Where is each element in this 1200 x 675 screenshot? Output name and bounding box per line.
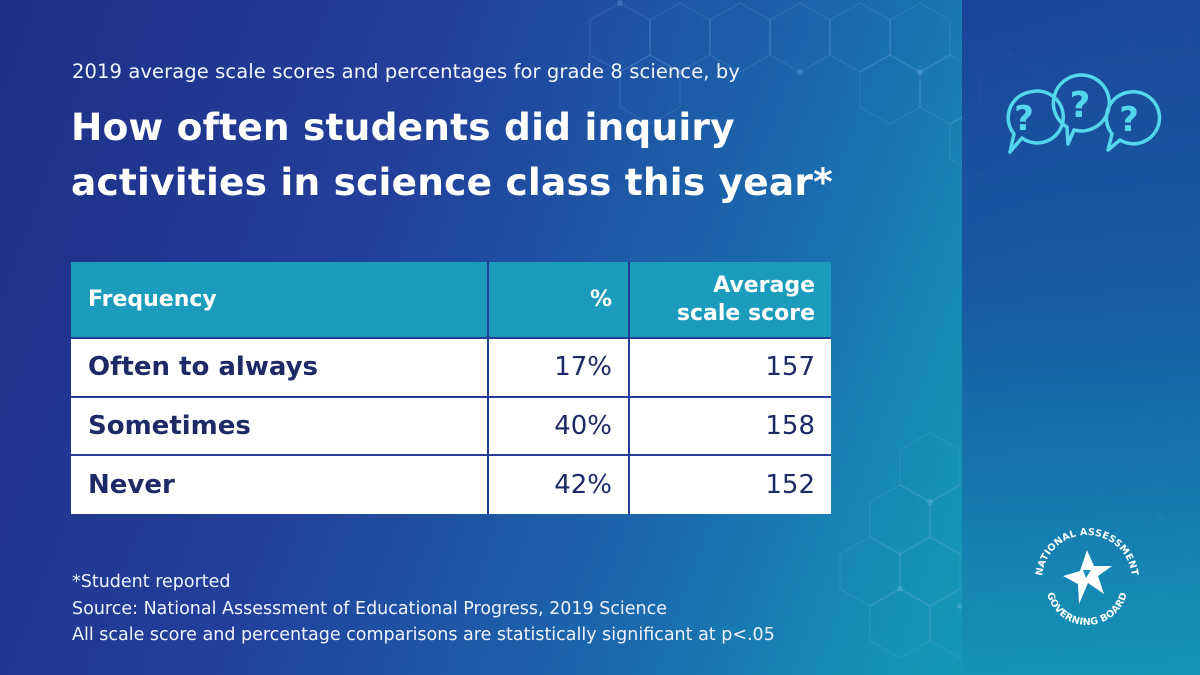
cell-percent: 40% — [488, 396, 630, 457]
cell-percent: 17% — [488, 338, 630, 398]
chart-subtitle: 2019 average scale scores and percentage… — [72, 60, 741, 83]
svg-text:?: ? — [1014, 99, 1034, 139]
column-header-percent: % — [488, 262, 630, 339]
cell-percent: 42% — [488, 455, 630, 514]
column-header-score-line-1: Average — [713, 272, 815, 298]
column-header-score-line-2: scale score — [676, 300, 815, 326]
svg-text:?: ? — [1119, 100, 1139, 140]
footnote-significance: All scale score and percentage compariso… — [72, 625, 775, 645]
svg-text:?: ? — [1070, 85, 1091, 126]
cell-score: 158 — [629, 396, 831, 457]
svg-text:GOVERNING BOARD: GOVERNING BOARD — [1044, 591, 1130, 628]
logo-bottom-text: GOVERNING BOARD — [1044, 591, 1130, 628]
star-logo-icon: NATIONAL ASSESSMENT GOVERNING BOARD — [1034, 527, 1140, 628]
table-row: Sometimes 40% 158 — [71, 396, 831, 457]
cell-score: 152 — [629, 455, 831, 514]
logo-star — [1063, 550, 1112, 604]
cell-frequency: Never — [71, 455, 489, 514]
cell-score: 157 — [629, 338, 831, 398]
table-row: Never 42% 152 — [71, 455, 831, 514]
data-table: Frequency % Average scale score Often to… — [71, 262, 831, 514]
footnote-student-reported: *Student reported — [72, 572, 231, 592]
cell-frequency: Often to always — [71, 338, 489, 398]
footnotes: *Student reported Source: National Asses… — [72, 569, 775, 649]
column-header-score: Average scale score — [629, 262, 831, 339]
footnote-source: Source: National Assessment of Education… — [72, 598, 668, 619]
cell-frequency: Sometimes — [71, 396, 489, 457]
chart-title: How often students did inquiry activitie… — [71, 100, 931, 210]
chart-title-line-2: activities in science class this year* — [71, 160, 833, 204]
question-bubbles-icon: ? ? ? — [1006, 73, 1162, 154]
table-row: Often to always 17% 157 — [71, 338, 831, 398]
table-header-row: Frequency % Average scale score — [71, 262, 831, 339]
column-header-frequency: Frequency — [71, 262, 489, 339]
chart-title-line-1: How often students did inquiry — [71, 105, 735, 149]
